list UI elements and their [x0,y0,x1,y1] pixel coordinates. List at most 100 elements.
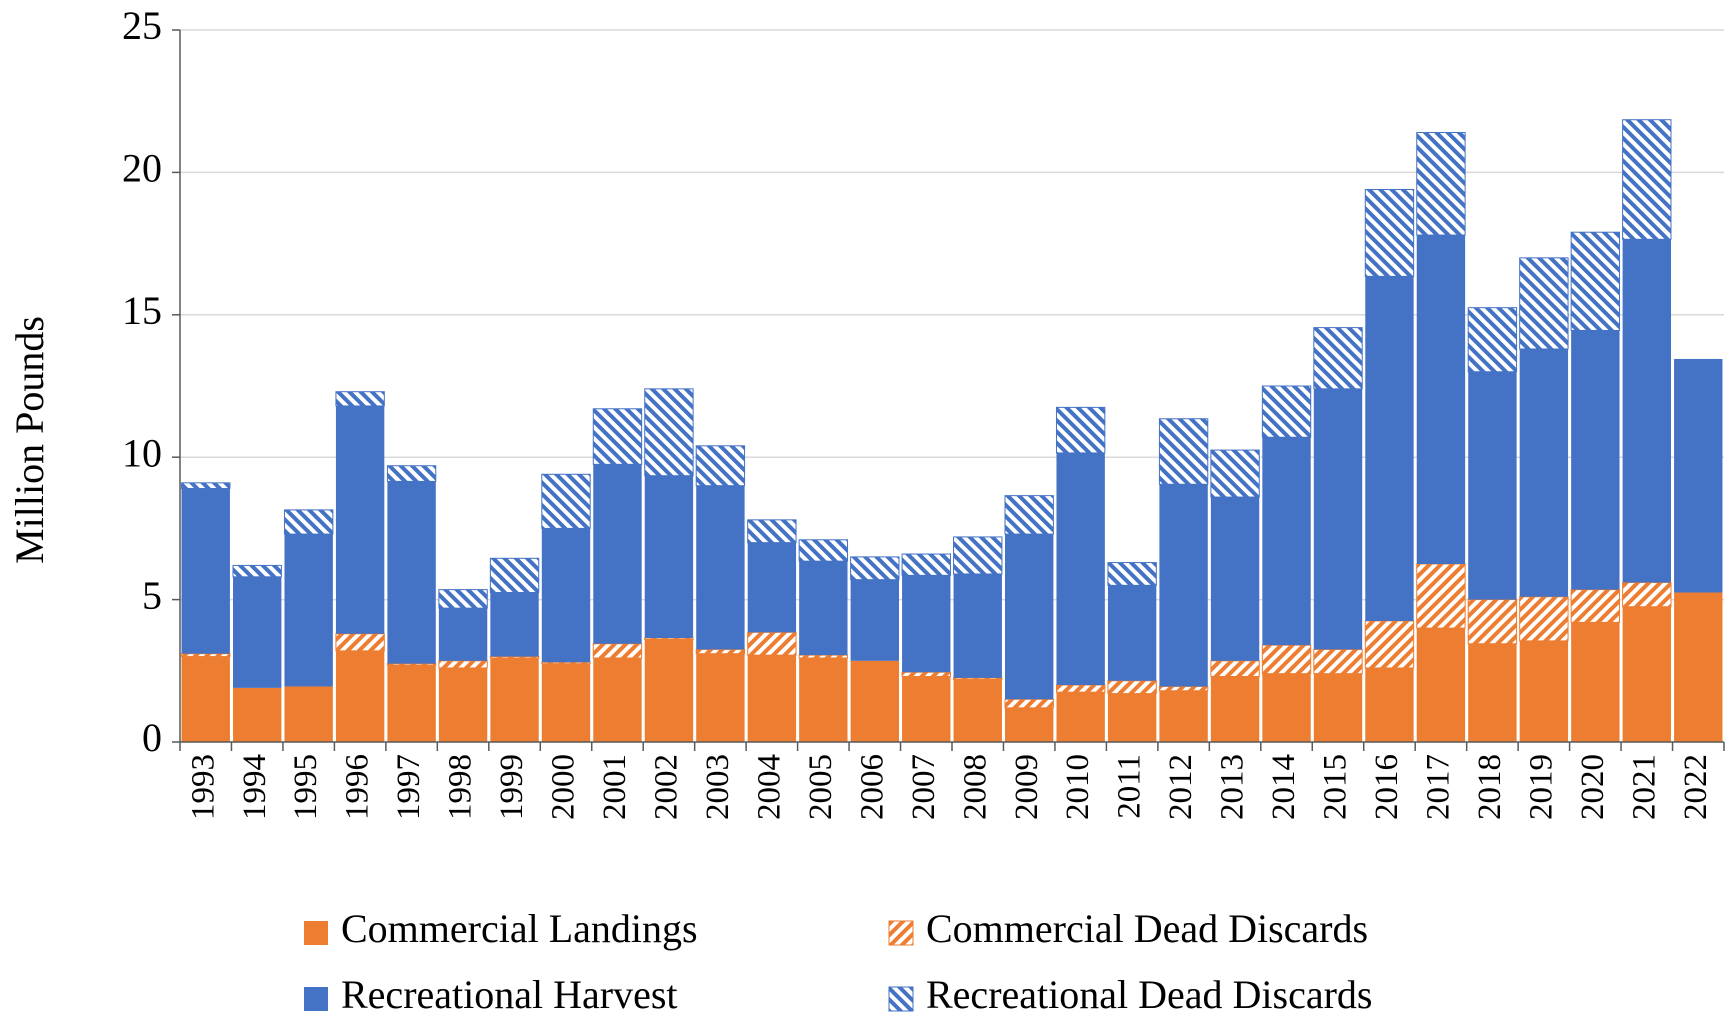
bar-segment [592,643,643,659]
x-tick-label: 2006 [854,754,890,820]
bar-segment [1313,327,1363,390]
bar-segment [644,637,694,640]
y-axis-label: Million Pounds [7,316,52,564]
bar-segment [1107,585,1157,681]
y-tick-label: 15 [122,288,162,333]
bar-segment [1159,690,1208,742]
bar-segment [232,564,282,578]
bar-segment [1158,685,1209,692]
bar-segment [386,663,437,666]
x-tick-label: 1996 [340,754,376,820]
bar-segment [1056,692,1105,742]
bar-segment [284,686,333,742]
bar-segment [644,388,694,477]
bar-segment [1622,239,1671,583]
legend-label: Commercial Landings [341,906,698,951]
bar-segment [1674,358,1723,593]
bar-segment [1519,257,1569,350]
bar-segment [1107,562,1157,586]
bar-segment [1158,418,1209,485]
bar-segment [1261,385,1312,438]
bar-segment [1364,620,1415,669]
x-tick-label: 2012 [1163,754,1199,820]
bar-segment [1210,497,1260,661]
bar-segment [696,653,745,742]
bar-segment [1055,406,1106,454]
legend-swatch [888,920,914,946]
bar-segment [1107,680,1157,695]
bar-segment [489,656,540,659]
bar-segment [1467,307,1518,373]
bar-segment [181,653,231,658]
bar-segment [1159,484,1208,687]
x-tick-label: 2021 [1626,754,1662,820]
bar-segment [747,542,797,633]
bar-segment [696,485,745,650]
bar-segment [1005,707,1054,742]
bar-segment [284,534,333,687]
x-tick-label: 1997 [391,754,427,820]
bar-segment [747,655,797,742]
bar-segment [438,667,488,742]
bar-segment [1262,437,1311,646]
x-tick-label: 2013 [1215,754,1251,820]
bar-segment [335,650,385,742]
legend-label: Recreational Harvest [341,972,678,1017]
bar-segment [1622,606,1671,742]
bar-segment [1570,231,1621,331]
bar-segment [541,528,591,663]
bar-segment [541,473,591,529]
bar-segment [1622,582,1672,608]
bar-segment [1365,276,1414,621]
x-tick-label: 1999 [494,754,530,820]
bar-segment [335,633,385,652]
y-tick-label: 10 [122,430,162,475]
bar-segment [695,445,746,487]
legend-swatch [304,987,328,1011]
bar-segment [1519,596,1569,642]
bar-segment [1261,644,1312,675]
bar-segment [1004,698,1054,709]
bar-segment [593,464,642,644]
bar-segment [902,676,951,742]
bar-segment [747,519,797,544]
x-tick-label: 1995 [288,754,324,820]
bar-segment [901,671,951,677]
bar-segment [902,575,951,673]
bar-segment [335,391,385,407]
bar-segment [438,589,488,609]
bar-segment [1210,449,1260,498]
bar-segment [387,665,436,742]
bar-segment [1519,640,1569,742]
bar-segment [1005,534,1054,700]
x-tick-label: 2004 [751,754,787,820]
legend-label: Recreational Dead Discards [926,972,1372,1017]
bar-segment [850,556,900,581]
x-tick-label: 2009 [1009,754,1045,820]
bar-segment [1055,684,1106,693]
bar-segment [1622,119,1672,240]
bar-segment [953,679,1002,742]
x-tick-label: 2020 [1575,754,1611,820]
bar-segment [1056,452,1105,686]
y-tick-label: 25 [122,3,162,48]
x-tick-label: 2005 [803,754,839,820]
x-tick-label: 2019 [1523,754,1559,820]
bar-segment [1571,622,1620,742]
bar-segment [1262,673,1311,742]
bar-segment [1210,660,1260,677]
bar-segment [1571,330,1620,590]
bar-segment [592,408,643,465]
x-tick-label: 1998 [443,754,479,820]
bar-segment [901,553,951,576]
x-tick-label: 2008 [957,754,993,820]
x-tick-label: 2010 [1060,754,1096,820]
bar-segment [798,539,849,562]
bar-segment [541,661,591,665]
x-tick-label: 2011 [1112,754,1148,819]
bar-segment [1467,599,1518,645]
x-tick-label: 2007 [906,754,942,820]
bar-segment [490,657,539,742]
y-tick-label: 5 [142,573,162,618]
